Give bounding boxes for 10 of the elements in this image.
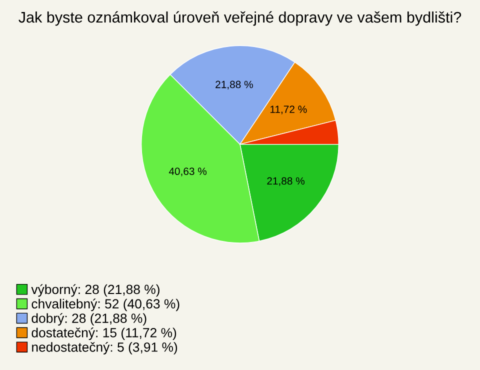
chart-title: Jak byste oznámkoval úroveň veřejné dopravy ve vašem bydlišti? xyxy=(18,11,462,26)
legend-label: výborný: 28 (21,88 %) xyxy=(31,284,160,297)
data-label: 11,72 % xyxy=(270,106,307,114)
legend-label: dobrý: 28 (21,88 %) xyxy=(32,313,146,326)
legend-label: chvalitebný: 52 (40,63 %) xyxy=(32,298,180,312)
legend-label: dostatečný: 15 (11,72 %) xyxy=(32,328,176,340)
data-label: 21,88 % xyxy=(267,177,305,186)
legend-label: nedostatečný: 5 (3,91 %) xyxy=(32,342,178,354)
data-label: 40,63 % xyxy=(168,168,207,176)
data-label: 21,88 % xyxy=(216,80,253,90)
